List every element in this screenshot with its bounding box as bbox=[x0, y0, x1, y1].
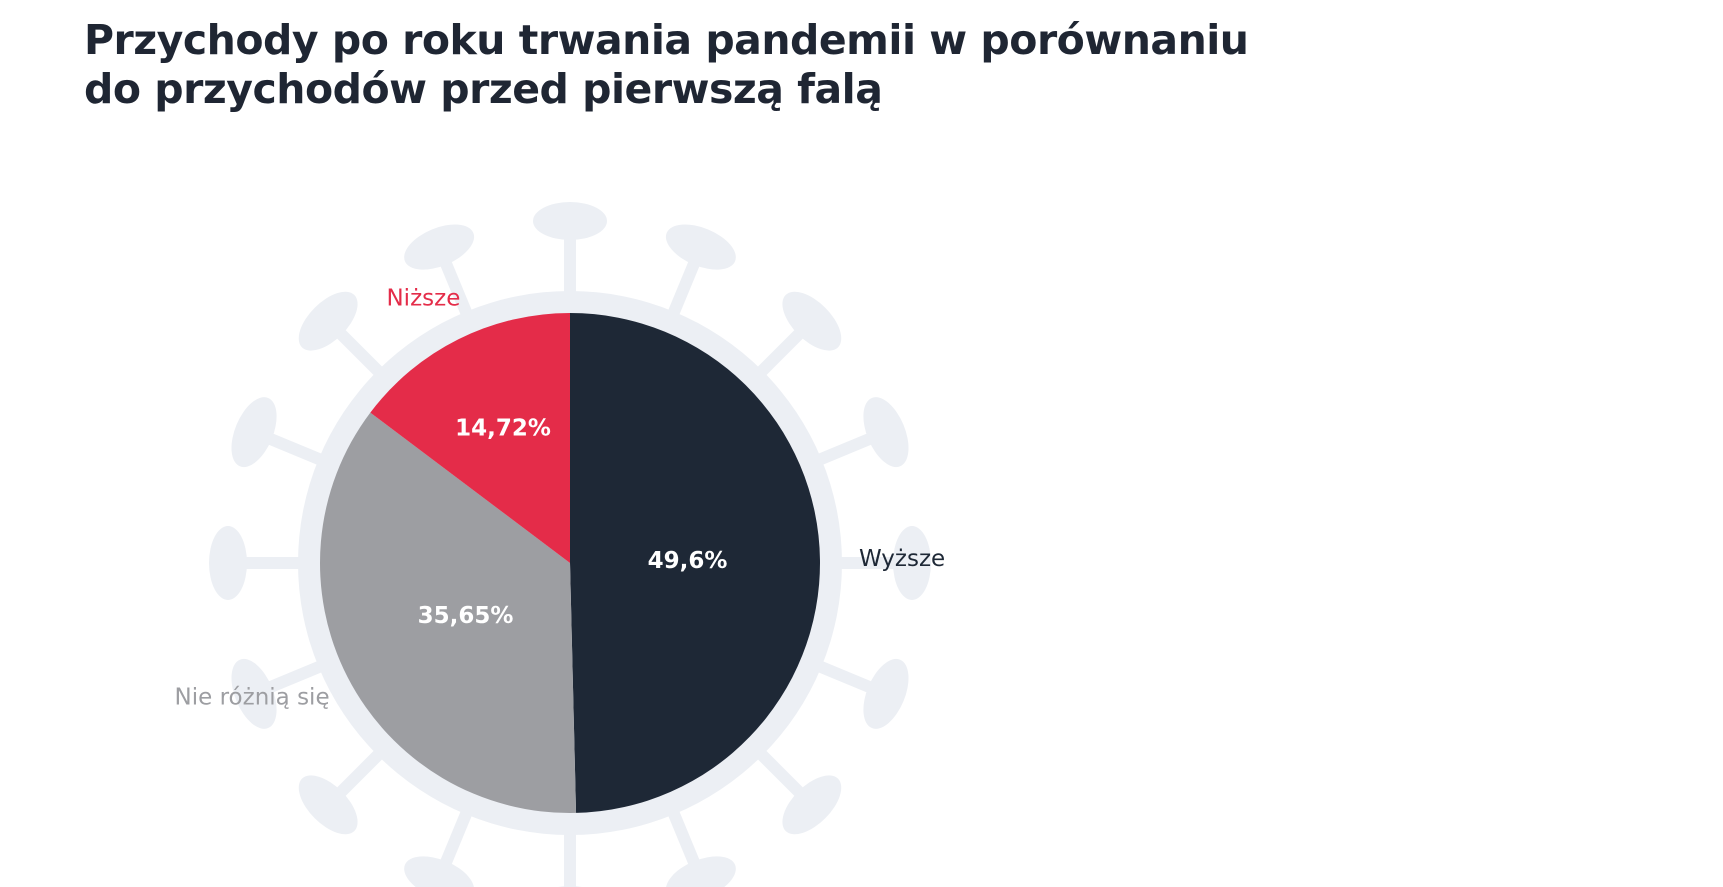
pie-value-label: 14,72% bbox=[455, 415, 551, 441]
chart-title-line-1: Przychody po roku trwania pandemii w por… bbox=[84, 16, 1249, 64]
virus-spike bbox=[533, 202, 607, 323]
virus-spike bbox=[231, 397, 351, 477]
pie-value-label: 35,65% bbox=[418, 603, 514, 629]
pie-labels: 49,6% Wyższe 35,65% Nie różnią się 14,72% Niż… bbox=[175, 286, 946, 711]
chart-title-line-2: do przychodów przed pierwszą falą bbox=[84, 65, 883, 113]
pie-slice-2 bbox=[320, 412, 577, 813]
virus-spike bbox=[656, 782, 736, 887]
virus-spike bbox=[298, 728, 405, 835]
virus-spike bbox=[298, 291, 405, 398]
chart-title: Przychody po roku trwania pandemii w por… bbox=[84, 16, 1249, 114]
pie-category-label: Wyższe bbox=[859, 546, 945, 572]
pie-value-label: 49,6% bbox=[648, 548, 728, 574]
virus-spike bbox=[810, 526, 931, 600]
virus-spike bbox=[231, 649, 351, 729]
pie-slices bbox=[320, 313, 820, 813]
virus-spike bbox=[656, 224, 736, 344]
pie-slice-3 bbox=[370, 313, 570, 563]
pie-slice-1 bbox=[570, 313, 820, 813]
virus-spike bbox=[735, 728, 842, 835]
pie-category-label: Niższe bbox=[386, 286, 460, 312]
virus-spike bbox=[404, 782, 484, 887]
virus-spike bbox=[209, 526, 330, 600]
virus-spike bbox=[789, 649, 909, 729]
virus-spike bbox=[404, 224, 484, 344]
virus-spike bbox=[789, 397, 909, 477]
pie-category-label: Nie różnią się bbox=[175, 684, 330, 710]
virus-spike bbox=[735, 291, 842, 398]
